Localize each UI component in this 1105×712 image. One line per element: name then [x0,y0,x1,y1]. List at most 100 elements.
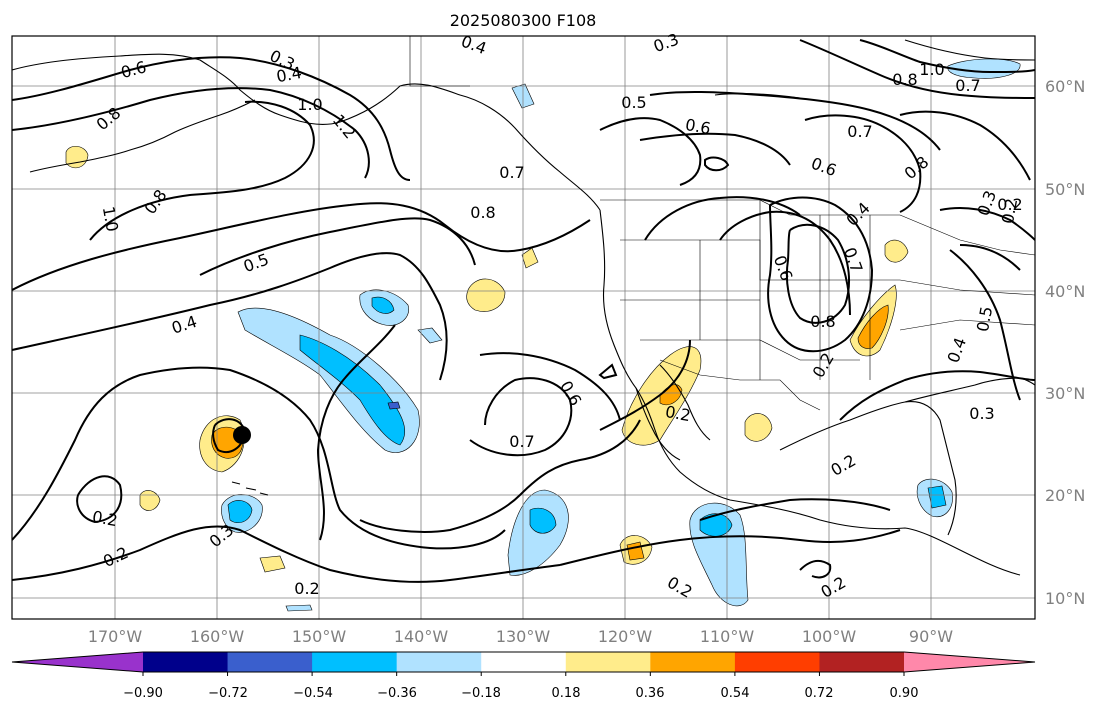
shade-yellow-midwest [884,239,909,263]
colorbar [11,651,1036,676]
contour-label: 1.0 [297,95,322,114]
colorbar-segment [396,652,482,672]
contour-label: 0.7 [847,122,872,141]
shade-blue-mexico [699,513,733,537]
shade-purple-core [387,401,401,410]
contour-label: 0.2 [997,195,1022,214]
contour-label: 1.0 [99,205,122,233]
colorbar-tick-label: 0.72 [805,686,834,701]
colorbar-extend-max [904,652,1035,672]
shade-yellow-small3 [259,555,286,573]
contour-label: 0.6 [684,115,712,138]
contour-23 [804,114,922,213]
lat-tick-label: 40°N [1045,282,1085,301]
lat-tick-label: 20°N [1045,486,1085,505]
lon-tick-label: 170°W [88,627,143,646]
contour-6 [12,87,370,179]
contour-label: 0.8 [810,312,835,331]
colorbar-tick-labels: −0.90 −0.72 −0.54 −0.36 −0.18 0.18 0.36 … [123,686,918,701]
colorbar-segment [227,652,313,672]
lon-tick-label: 120°W [598,627,653,646]
colorbar-tick-label: −0.54 [293,686,333,701]
lat-tick-label: 50°N [1045,180,1085,199]
gridlines [12,36,1035,619]
lon-tick-label: 140°W [394,627,449,646]
contour-label: 0.7 [499,163,524,182]
shade-blue-central [299,334,405,446]
contour-15 [649,90,941,151]
contour-lines [12,39,1035,583]
contour-17 [859,39,1035,74]
colorbar-tick-label: 0.90 [890,686,919,701]
contour-30 [598,363,618,380]
coast-westcoast [599,209,1021,576]
coast-baja [635,364,711,461]
map-panel: 0.6 0.3 0.4 0.8 1.0 1.2 0.8 1.0 0.5 0.4 … [11,30,1036,620]
contour-16 [639,132,791,166]
coast-hawaii [231,481,269,496]
lat-tick-label: 10°N [1045,589,1085,608]
contour-25 [939,207,1035,241]
coast-gulf [779,401,957,536]
contour-label: 0.2 [91,507,119,530]
contour-32 [212,418,247,453]
shade-yellow-small2 [65,146,89,169]
contour-3 [12,366,506,550]
contour-5 [12,56,411,181]
colorbar-segment [143,652,229,672]
lon-tick-label: 150°W [292,627,347,646]
lat-tick-label: 60°N [1045,77,1085,96]
shade-blue-north [371,296,395,314]
contour-9 [316,324,396,541]
contour-27 [959,244,1021,271]
coast-aleutians [29,99,256,173]
contour-7 [89,100,315,241]
contour-label: 0.2 [664,402,692,425]
colorbar-segment [819,652,905,672]
contour-2 [12,252,448,381]
shade-yellow-offshore [466,278,506,312]
shade-light-blue-small1 [417,327,443,344]
contour-10 [359,419,641,533]
contour-21 [719,210,851,316]
colorbar-tick-label: −0.18 [461,686,501,701]
contour-label: 0.3 [969,404,994,423]
contour-label: 0.5 [621,93,646,112]
colorbar-tick-label: −0.36 [377,686,417,701]
contour-4 [12,525,561,583]
lon-tick-label: 90°W [909,627,953,646]
contour-12 [479,352,621,421]
contour-26 [949,249,1021,401]
colorbar-segment [312,652,398,672]
coast-alaska [12,53,601,211]
contour-24 [899,110,1031,181]
contour-35 [704,156,730,172]
lon-tick-label: 130°W [496,627,551,646]
colorbar-segment [734,652,820,672]
storm-center-marker [233,426,251,444]
shade-orange-plains [857,304,889,349]
contour-1 [12,202,591,291]
contour-label: 0.8 [470,203,495,222]
contour-34 [699,498,891,521]
colorbar-segment [650,652,736,672]
contour-18 [799,39,1035,99]
colorbar-extend-min [12,652,143,672]
contour-label: 0.4 [275,63,303,86]
contour-label: 0.5 [973,305,996,333]
contour-label: 1.0 [919,60,944,79]
latitude-labels: 60°N 50°N 40°N 30°N 20°N 10°N [1045,77,1085,608]
state-borders [409,36,1035,411]
colorbar-tick-label: −0.90 [123,686,163,701]
lon-tick-label: 160°W [190,627,245,646]
shade-blue-hawaii [227,500,253,523]
colorbar-tick-label: −0.72 [208,686,248,701]
figure-title: 2025080300 F108 [450,11,597,30]
contour-13 [559,529,901,566]
colorbar-tick-label: 0.54 [721,686,750,701]
contour-20 [785,223,850,324]
contour-label: 0.2 [294,579,319,598]
shade-yellow-small4 [521,247,539,269]
shade-yellow-small1 [139,490,161,511]
